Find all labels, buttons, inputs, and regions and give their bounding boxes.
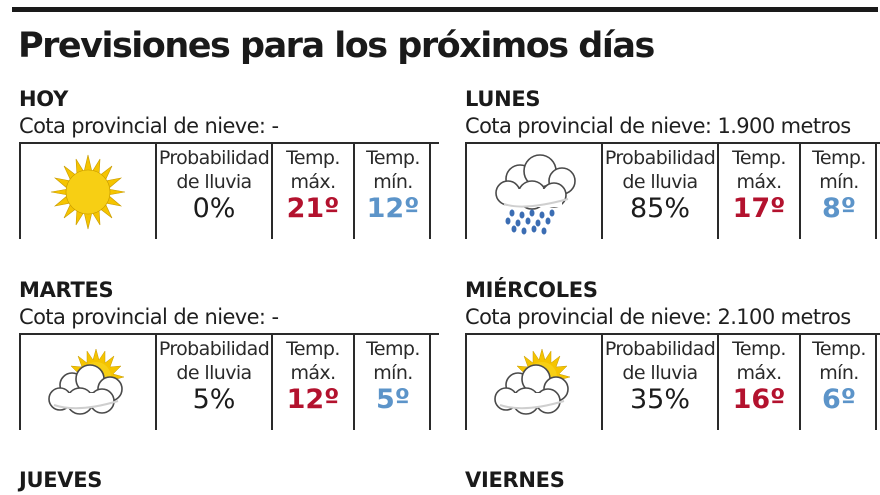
weather-icon-cell bbox=[21, 144, 155, 239]
probability-label: Probabilidad bbox=[604, 147, 716, 169]
top-rule bbox=[12, 7, 878, 12]
rain-probability-cell: Probabilidad de lluvia 35% bbox=[603, 335, 717, 430]
day-name: VIERNES bbox=[465, 468, 565, 492]
forecast-table: Probabilidad de lluvia 85% Temp. máx. 17… bbox=[465, 142, 880, 239]
sun-icon bbox=[50, 154, 126, 229]
rain-probability-value: 0% bbox=[192, 193, 236, 224]
max-temp-value: 21º bbox=[286, 193, 340, 224]
rain-probability-cell: Probabilidad de lluvia 5% bbox=[157, 335, 271, 430]
min-temp-label-2: mín. bbox=[373, 171, 413, 193]
max-temp-cell: Temp. máx. 21º bbox=[273, 144, 353, 239]
probability-label: Probabilidad bbox=[158, 338, 270, 360]
day-name: JUEVES bbox=[19, 468, 103, 492]
probability-label-2: de lluvia bbox=[622, 171, 698, 193]
max-temp-label: Temp. bbox=[286, 147, 340, 169]
max-temp-cell: Temp. máx. 16º bbox=[719, 335, 799, 430]
sun-behind-cloud-icon bbox=[48, 347, 125, 415]
max-temp-label-2: máx. bbox=[290, 362, 336, 384]
min-temp-label-2: mín. bbox=[819, 171, 859, 193]
forecast-table: Probabilidad de lluvia 35% Temp. máx. 16… bbox=[465, 333, 880, 430]
rain-probability-value: 35% bbox=[629, 384, 690, 415]
min-temp-label-2: mín. bbox=[373, 362, 413, 384]
day-name: MIÉRCOLES bbox=[465, 278, 598, 302]
snow-level: Cota provincial de nieve: - bbox=[19, 305, 279, 329]
min-temp-label: Temp. bbox=[812, 147, 866, 169]
min-temp-label-2: mín. bbox=[819, 362, 859, 384]
day-name: LUNES bbox=[465, 87, 541, 111]
sun-behind-cloud-icon bbox=[494, 347, 571, 415]
min-temp-label: Temp. bbox=[366, 338, 420, 360]
weather-icon-cell bbox=[21, 335, 155, 430]
max-temp-value: 12º bbox=[286, 384, 340, 415]
probability-label: Probabilidad bbox=[158, 147, 270, 169]
day-name: HOY bbox=[19, 87, 68, 111]
max-temp-cell: Temp. máx. 17º bbox=[719, 144, 799, 239]
min-temp-value: 5º bbox=[375, 384, 410, 415]
max-temp-label-2: máx. bbox=[736, 362, 782, 384]
probability-label: Probabilidad bbox=[604, 338, 716, 360]
day-forecast-martes: MARTES Cota provincial de nieve: - bbox=[19, 277, 439, 430]
max-temp-value: 16º bbox=[732, 384, 786, 415]
max-temp-label-2: máx. bbox=[290, 171, 336, 193]
max-temp-label: Temp. bbox=[732, 147, 786, 169]
min-temp-cell: Temp. mín. 6º bbox=[801, 335, 877, 430]
forecast-table: Probabilidad de lluvia 5% Temp. máx. 12º… bbox=[19, 333, 439, 430]
day-forecast-miercoles: MIÉRCOLES Cota provincial de nieve: 2.10… bbox=[465, 277, 880, 430]
weather-icon-cell bbox=[467, 144, 601, 239]
forecast-table: Probabilidad de lluvia 0% Temp. máx. 21º… bbox=[19, 142, 439, 239]
day-forecast-lunes: LUNES Cota provincial de nieve: 1.900 me… bbox=[465, 86, 880, 239]
max-temp-label-2: máx. bbox=[736, 171, 782, 193]
snow-level: Cota provincial de nieve: 2.100 metros bbox=[465, 305, 851, 329]
min-temp-cell: Temp. mín. 12º bbox=[355, 144, 431, 239]
day-name: MARTES bbox=[19, 278, 114, 302]
day-forecast-jueves: JUEVES bbox=[19, 467, 439, 493]
max-temp-label: Temp. bbox=[286, 338, 340, 360]
min-temp-label: Temp. bbox=[366, 147, 420, 169]
page-title: Previsiones para los próximos días bbox=[18, 26, 655, 66]
min-temp-value: 12º bbox=[366, 193, 420, 224]
min-temp-cell: Temp. mín. 5º bbox=[355, 335, 431, 430]
rain-probability-cell: Probabilidad de lluvia 85% bbox=[603, 144, 717, 239]
day-forecast-hoy: HOY Cota provincial de nieve: - Probabil… bbox=[19, 86, 439, 239]
snow-level: Cota provincial de nieve: - bbox=[19, 114, 279, 138]
min-temp-label: Temp. bbox=[812, 338, 866, 360]
rain-probability-value: 85% bbox=[629, 193, 690, 224]
probability-label-2: de lluvia bbox=[622, 362, 698, 384]
snow-level: Cota provincial de nieve: 1.900 metros bbox=[465, 114, 851, 138]
probability-label-2: de lluvia bbox=[176, 171, 252, 193]
day-forecast-viernes: VIERNES bbox=[465, 467, 880, 493]
rain-cloud-icon bbox=[495, 153, 576, 234]
max-temp-label: Temp. bbox=[732, 338, 786, 360]
weather-icon-cell bbox=[467, 335, 601, 430]
min-temp-value: 8º bbox=[821, 193, 856, 224]
rain-probability-value: 5% bbox=[192, 384, 236, 415]
rain-probability-cell: Probabilidad de lluvia 0% bbox=[157, 144, 271, 239]
min-temp-cell: Temp. mín. 8º bbox=[801, 144, 877, 239]
max-temp-cell: Temp. máx. 12º bbox=[273, 335, 353, 430]
min-temp-value: 6º bbox=[821, 384, 856, 415]
probability-label-2: de lluvia bbox=[176, 362, 252, 384]
max-temp-value: 17º bbox=[732, 193, 786, 224]
